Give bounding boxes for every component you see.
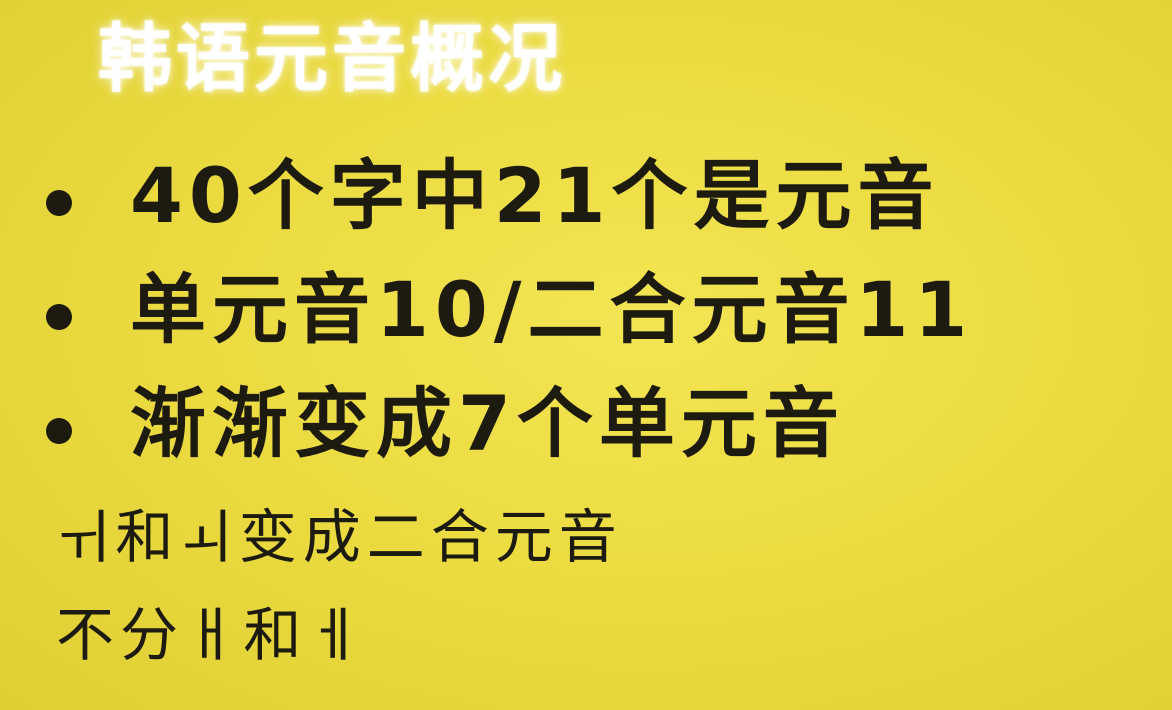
slide-title: 韩语元音概况: [98, 16, 566, 102]
note-line: ㅟ和ㅚ变成二合元音: [56, 503, 623, 571]
bullet-text: 40个字中21个是元音: [130, 151, 940, 240]
bullet-item: 渐渐变成7个单元音: [0, 386, 1172, 486]
bullet-dot-icon: [46, 304, 72, 330]
bullet-text: 单元音10/二合元音11: [130, 265, 974, 354]
note-line: 不分ㅐ和ㅔ: [56, 601, 367, 669]
bullet-dot-icon: [46, 418, 72, 444]
bullet-dot-icon: [46, 190, 72, 216]
bullet-item: 40个字中21个是元音: [0, 158, 1172, 258]
bullet-item: 单元音10/二合元音11: [0, 272, 1172, 372]
bullet-text: 渐渐变成7个单元音: [130, 379, 845, 468]
